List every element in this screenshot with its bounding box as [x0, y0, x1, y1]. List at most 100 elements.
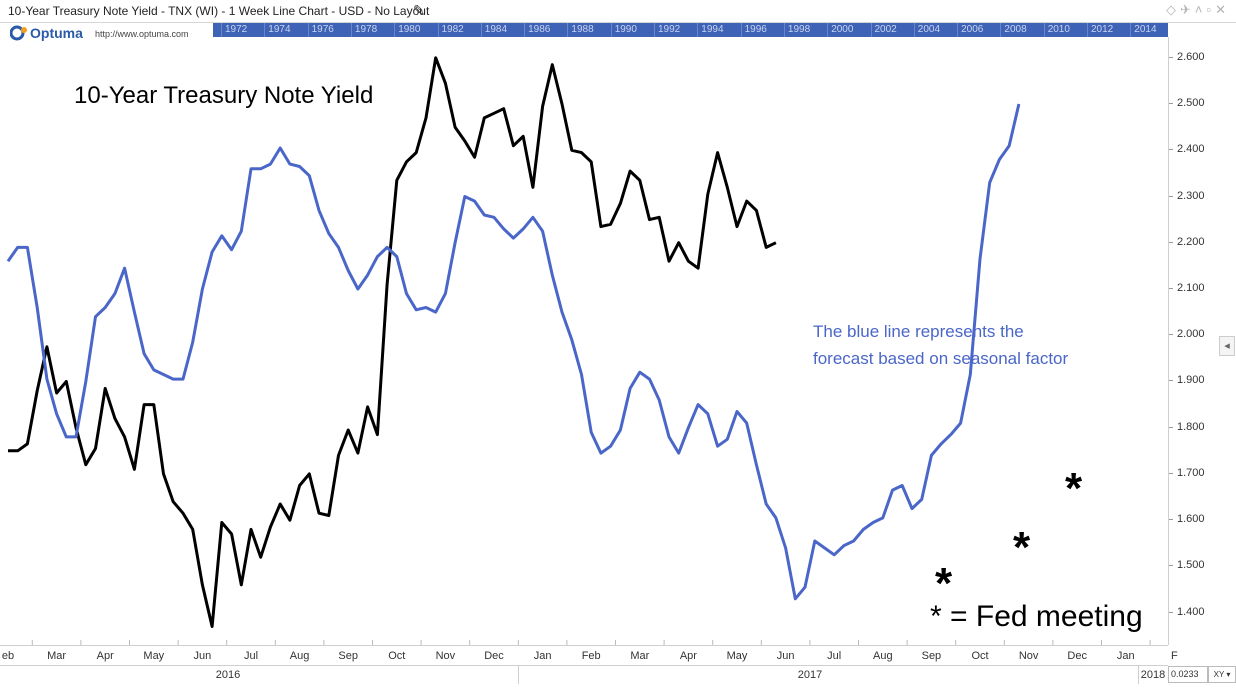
- maximize-icon[interactable]: ▫: [1206, 2, 1216, 17]
- optuma-logo-icon: [10, 25, 27, 41]
- x-tick-label: Jan: [533, 650, 552, 662]
- y-tick-label: 2.400: [1169, 143, 1205, 156]
- overview-divider: [1000, 23, 1002, 37]
- overview-year-label: 2000: [831, 24, 854, 35]
- overview-year-label: 1976: [311, 24, 334, 35]
- overview-year-label: 2014: [1134, 24, 1157, 35]
- overview-divider: [307, 23, 309, 37]
- overview-divider: [524, 23, 526, 37]
- value-readout: 0.0233: [1168, 666, 1208, 683]
- x-tick-label: Jun: [193, 650, 212, 662]
- yield-series-line: [8, 56, 777, 628]
- x-tick-label: Jun: [776, 650, 795, 662]
- overview-year-label: 1998: [787, 24, 811, 35]
- year-divider: [1138, 666, 1139, 684]
- overview-divider: [1087, 23, 1088, 37]
- x-tick-label: Feb: [581, 650, 601, 662]
- overview-divider: [264, 23, 266, 37]
- x-tick-label: F: [1171, 650, 1178, 662]
- overview-divider: [221, 23, 222, 37]
- overview-year-label: 1996: [744, 24, 767, 35]
- pin-icon[interactable]: ✈: [1179, 2, 1195, 17]
- close-icon[interactable]: ✕: [1215, 2, 1230, 17]
- year-axis: 2016 2017 2018: [0, 665, 1168, 684]
- x-tick-label: Mar: [47, 650, 67, 662]
- scroll-left-arrow[interactable]: ◂: [1219, 336, 1235, 356]
- overview-divider: [1130, 23, 1132, 37]
- line-chart: [6, 56, 1151, 645]
- y-tick-label: 2.200: [1169, 235, 1205, 248]
- xy-button[interactable]: XY ▾: [1208, 666, 1236, 683]
- overview-divider: [740, 23, 742, 37]
- x-tick-label: Nov: [1018, 650, 1039, 662]
- optuma-logo: Optuma http://www.optuma.com: [0, 23, 213, 43]
- y-tick-label: 1.500: [1169, 559, 1205, 572]
- x-tick-label: Aug: [873, 650, 893, 662]
- y-axis: 1.400 1.500 1.600 1.700 1.800 1.900 2.000 2.100…: [1168, 37, 1219, 645]
- logo-name: Optuma: [30, 25, 83, 41]
- x-tick-label: Sep: [921, 650, 942, 662]
- chevron-up-icon[interactable]: ˄: [1194, 2, 1207, 17]
- year-label: 2017: [797, 669, 823, 681]
- overview-divider: [827, 23, 829, 37]
- overview-divider: [654, 23, 655, 37]
- overview-divider: [350, 23, 352, 37]
- x-tick-label: Jul: [243, 650, 259, 662]
- x-tick-label: May: [726, 650, 748, 662]
- year-divider: [518, 666, 519, 684]
- y-tick-label: 2.500: [1169, 97, 1205, 110]
- x-tick-label: Mar: [630, 650, 650, 662]
- overview-divider: [567, 23, 569, 37]
- overview-divider: [437, 23, 439, 37]
- x-tick-label: May: [143, 650, 165, 662]
- overview-year-label: 2010: [1047, 24, 1070, 35]
- diamond-icon[interactable]: ◇: [1165, 2, 1180, 17]
- y-tick-label: 2.000: [1169, 328, 1205, 341]
- fed-meeting-legend: * = Fed meeting: [930, 600, 1143, 633]
- y-tick-label: 2.100: [1169, 281, 1205, 294]
- overview-year-label: 2004: [917, 24, 941, 35]
- overview-year-label: 1982: [441, 24, 464, 35]
- year-label: 2018: [1140, 669, 1166, 681]
- overview-divider: [913, 23, 915, 37]
- forecast-note: The blue line represents the forecast ba…: [813, 318, 1068, 372]
- forecast-note-line-1: The blue line represents the: [813, 322, 1024, 341]
- overview-divider: [610, 23, 612, 37]
- seasonal-forecast-line: [6, 103, 1021, 601]
- fed-meeting-star-dec: *: [1065, 464, 1083, 513]
- chart-title: 10-Year Treasury Note Yield: [74, 82, 374, 109]
- fed-meeting-star-nov: *: [1013, 523, 1031, 572]
- x-tick-label: eb: [1, 650, 15, 662]
- overview-year-label: 1972: [225, 24, 248, 35]
- overview-year-label: 1990: [614, 24, 637, 35]
- x-tick-label: Nov: [435, 650, 456, 662]
- overview-year-label: 2008: [1004, 24, 1027, 35]
- x-tick-label: Jan: [1116, 650, 1135, 662]
- xy-label: XY: [1213, 670, 1225, 679]
- x-tick-label: Dec: [484, 650, 504, 662]
- overview-divider: [697, 23, 699, 37]
- overview-divider: [394, 23, 396, 37]
- logo-url: http://www.optuma.com: [95, 29, 189, 39]
- forecast-note-line-2: forecast based on seasonal factor: [813, 349, 1069, 368]
- y-tick-label: 1.700: [1169, 466, 1205, 479]
- pencil-icon[interactable]: ✎: [413, 2, 425, 18]
- overview-year-label: 1984: [484, 24, 508, 35]
- y-tick-label: 1.400: [1169, 605, 1205, 618]
- overview-year-label: 1992: [658, 24, 681, 35]
- year-label: 2016: [215, 669, 241, 681]
- window-titlebar: 10-Year Treasury Note Yield - TNX (WI) -…: [0, 0, 1236, 23]
- overview-year-label: 2002: [874, 24, 897, 35]
- overview-year-label: 1978: [354, 24, 378, 35]
- y-tick-label: 1.900: [1169, 374, 1205, 387]
- x-tick-label: Oct: [971, 650, 989, 662]
- x-tick-label: Oct: [388, 650, 406, 662]
- x-axis: eb Mar Apr May Jun Jul Aug Sep Oct Nov Dec Jan Feb Ma…: [0, 645, 1178, 666]
- overview-year-label: 1986: [528, 24, 551, 35]
- y-tick-label: 1.800: [1169, 420, 1205, 433]
- window-title: 10-Year Treasury Note Yield - TNX (WI) -…: [8, 4, 430, 18]
- window-controls: ◇✈˄▫✕: [1166, 2, 1230, 18]
- overview-divider: [1043, 23, 1045, 37]
- overview-navigator[interactable]: 1972 1974 1976 1978 1980 1982 1984 1986 1988 1990…: [213, 23, 1168, 37]
- overview-divider: [783, 23, 785, 37]
